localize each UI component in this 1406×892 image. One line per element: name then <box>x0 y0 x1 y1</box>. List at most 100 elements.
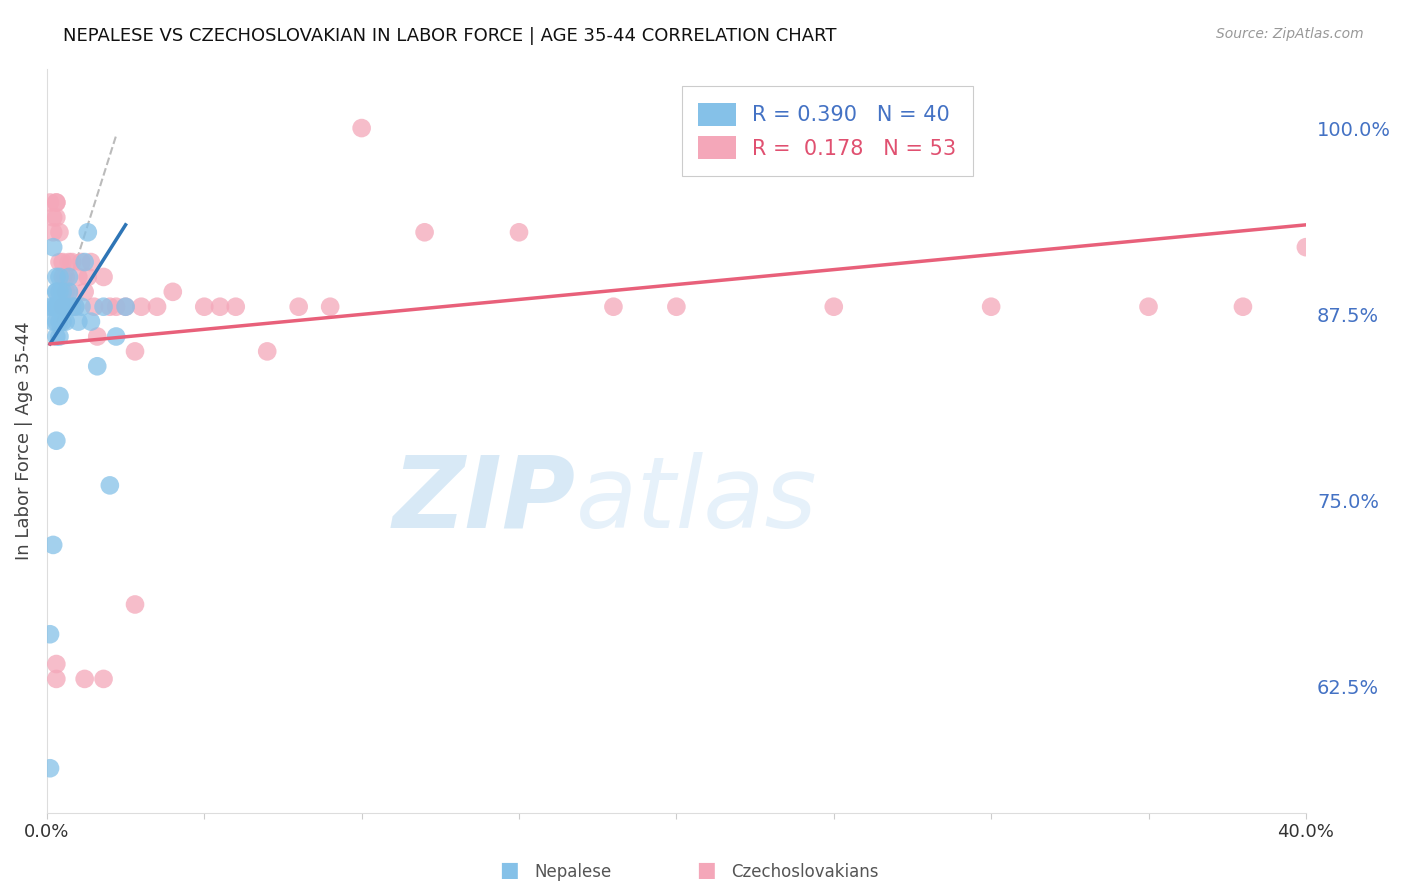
Point <box>45 269 67 284</box>
Point <box>42 300 65 314</box>
Point <box>80 315 103 329</box>
Point <box>98 300 121 314</box>
Point <box>93 300 115 314</box>
Point <box>60 255 83 269</box>
Point <box>48 269 70 284</box>
Point <box>70 300 93 314</box>
Point <box>45 285 67 299</box>
Point <box>48 285 70 299</box>
Point <box>63 300 86 314</box>
Point <box>86 329 108 343</box>
Point <box>665 300 688 314</box>
Point <box>45 285 67 299</box>
Point <box>55 285 77 299</box>
Point <box>208 300 231 314</box>
Point <box>319 300 342 314</box>
Point <box>55 269 77 284</box>
Point <box>52 269 75 284</box>
Point <box>42 211 65 225</box>
Point <box>55 300 77 314</box>
Point <box>52 255 75 269</box>
Text: Czechoslovakians: Czechoslovakians <box>731 863 879 881</box>
Point <box>413 225 436 239</box>
Text: atlas: atlas <box>575 451 817 549</box>
Point <box>980 300 1002 314</box>
Point <box>52 300 75 314</box>
Point <box>86 359 108 374</box>
Point <box>45 315 67 329</box>
Point <box>45 657 67 671</box>
Point <box>39 195 62 210</box>
Point <box>73 255 96 269</box>
Point <box>76 225 98 239</box>
Point <box>42 225 65 239</box>
Point <box>42 538 65 552</box>
Text: ■: ■ <box>696 861 716 880</box>
Point <box>287 300 309 314</box>
Point <box>124 344 146 359</box>
Point <box>55 315 77 329</box>
Text: ■: ■ <box>499 861 519 880</box>
Point <box>45 672 67 686</box>
Point <box>45 195 67 210</box>
Point <box>162 285 184 299</box>
Point <box>105 300 128 314</box>
Point <box>1232 300 1254 314</box>
Point <box>39 761 62 775</box>
Point <box>98 478 121 492</box>
Text: NEPALESE VS CZECHOSLOVAKIAN IN LABOR FORCE | AGE 35-44 CORRELATION CHART: NEPALESE VS CZECHOSLOVAKIAN IN LABOR FOR… <box>63 27 837 45</box>
Point <box>67 315 90 329</box>
Point <box>1295 240 1317 254</box>
Point <box>131 300 153 314</box>
Point <box>256 344 278 359</box>
Point <box>63 300 86 314</box>
Point <box>48 315 70 329</box>
Y-axis label: In Labor Force | Age 35-44: In Labor Force | Age 35-44 <box>15 321 32 560</box>
Point <box>146 300 169 314</box>
Point <box>508 225 530 239</box>
Point <box>45 434 67 448</box>
Point <box>1137 300 1160 314</box>
Point <box>602 300 624 314</box>
Point <box>83 300 105 314</box>
Text: Source: ZipAtlas.com: Source: ZipAtlas.com <box>1216 27 1364 41</box>
Point <box>48 225 70 239</box>
Point <box>76 269 98 284</box>
Point <box>45 300 67 314</box>
Point <box>73 672 96 686</box>
Text: Nepalese: Nepalese <box>534 863 612 881</box>
Point <box>45 211 67 225</box>
Point <box>58 285 80 299</box>
Legend: R = 0.390   N = 40, R =  0.178   N = 53: R = 0.390 N = 40, R = 0.178 N = 53 <box>682 87 973 176</box>
Text: ZIP: ZIP <box>392 451 575 549</box>
Point <box>42 240 65 254</box>
Point <box>48 300 70 314</box>
Point <box>105 329 128 343</box>
Point <box>52 300 75 314</box>
Point <box>48 389 70 403</box>
Point <box>58 285 80 299</box>
Point <box>52 315 75 329</box>
Point <box>823 300 845 314</box>
Point <box>39 300 62 314</box>
Point <box>225 300 247 314</box>
Point <box>58 255 80 269</box>
Point <box>67 269 90 284</box>
Point <box>42 315 65 329</box>
Point <box>193 300 215 314</box>
Point <box>60 300 83 314</box>
Point <box>114 300 136 314</box>
Point <box>48 255 70 269</box>
Point <box>45 300 67 314</box>
Point <box>52 285 75 299</box>
Point <box>45 329 67 343</box>
Point <box>70 255 93 269</box>
Point <box>124 598 146 612</box>
Point <box>58 269 80 284</box>
Point <box>73 285 96 299</box>
Point <box>45 195 67 210</box>
Point <box>93 672 115 686</box>
Point <box>350 121 373 136</box>
Point <box>39 627 62 641</box>
Point <box>80 255 103 269</box>
